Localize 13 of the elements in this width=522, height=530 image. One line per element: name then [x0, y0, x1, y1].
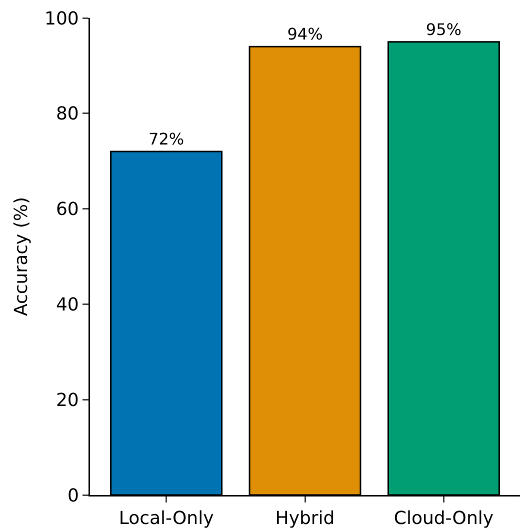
x-tick-label: Local-Only	[118, 508, 214, 530]
y-tick-label: 80	[56, 104, 79, 125]
y-axis-title: Accuracy (%)	[10, 196, 32, 316]
x-tick-label: Hybrid	[275, 508, 335, 530]
data-label: 95%	[426, 20, 462, 39]
y-tick-label: 100	[44, 8, 79, 30]
data-label: 94%	[287, 24, 323, 44]
x-tick-label: Cloud-Only	[394, 508, 494, 530]
y-tick-label: 40	[56, 294, 79, 316]
data-label: 72%	[148, 130, 184, 149]
y-tick-label: 20	[56, 390, 79, 411]
y-tick-label: 60	[56, 199, 79, 220]
y-tick-label: 0	[67, 485, 79, 506]
